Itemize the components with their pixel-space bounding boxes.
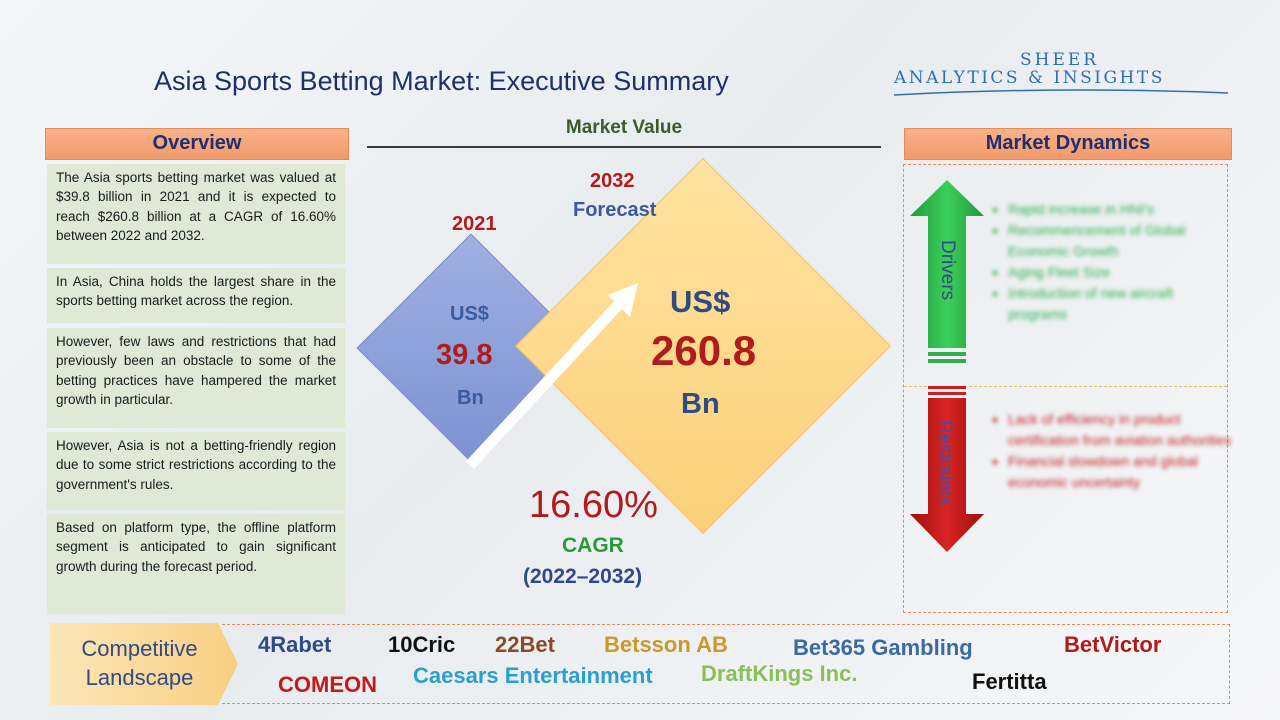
overview-paragraph: However, few laws and restrictions that … — [47, 328, 345, 428]
driver-item: Introduction of new aircraft programs — [1008, 283, 1233, 325]
restraint-item: Lack of efficiency in product certificat… — [1008, 409, 1233, 451]
base-currency: US$ — [450, 303, 489, 325]
restraint-item: Financial slowdown and global economic u… — [1008, 451, 1233, 493]
restraints-down-arrow-icon — [910, 386, 984, 552]
logo-text-bottom: ANALYTICS & INSIGHTS — [894, 68, 1165, 88]
market-dynamics-heading: Market Dynamics — [904, 128, 1232, 160]
driver-item: Aging Fleet Size — [1008, 262, 1233, 283]
company-name: Fertitta — [972, 669, 1047, 694]
cagr-value: 16.60% — [529, 484, 658, 526]
base-year: 2021 — [452, 213, 497, 235]
competitive-label-line2: Landscape — [85, 665, 194, 690]
company-name: 22Bet — [495, 632, 555, 657]
drivers-up-arrow-icon — [910, 180, 984, 363]
company-name: Betsson AB — [604, 632, 728, 657]
drivers-label: Drivers — [937, 240, 958, 301]
market-value-divider — [367, 146, 881, 148]
overview-paragraph: However, Asia is not a betting-friendly … — [47, 432, 345, 510]
overview-paragraph: The Asia sports betting market was value… — [47, 164, 345, 264]
forecast-label: Forecast — [573, 199, 657, 221]
market-value-heading: Market Value — [565, 117, 683, 138]
company-name: Bet365 Gambling — [793, 635, 973, 660]
logo-swoosh — [893, 89, 1229, 96]
forecast-year: 2032 — [590, 170, 635, 192]
company-name: DraftKings Inc. — [701, 661, 858, 686]
cagr-period: (2022–2032) — [523, 565, 643, 588]
growth-arrow-icon — [465, 283, 638, 469]
company-name: BetVictor — [1064, 632, 1162, 657]
competitive-landscape-banner — [50, 623, 238, 705]
competitor-panel — [222, 624, 1230, 704]
forecast-unit: Bn — [681, 388, 720, 420]
competitive-label-line1: Competitive — [81, 636, 198, 661]
company-name: COMEON — [278, 672, 377, 697]
base-unit: Bn — [457, 387, 484, 409]
cagr-label: CAGR — [562, 534, 624, 557]
overview-paragraph: Based on platform type, the offline plat… — [47, 514, 345, 614]
logo-text-top: SHEER — [1020, 50, 1100, 70]
dynamics-divider — [904, 386, 1227, 387]
company-name: Caesars Entertainment — [413, 663, 653, 688]
forecast-currency: US$ — [670, 284, 731, 319]
overview-heading: Overview — [45, 128, 349, 160]
driver-item: Recommencement of Global Economic Growth — [1008, 220, 1233, 262]
overview-paragraph: In Asia, China holds the largest share i… — [47, 268, 345, 323]
competitive-landscape-label: Competitive Landscape — [62, 634, 217, 692]
drivers-list: Rapid increase in HNI's Recommencement o… — [990, 199, 1233, 325]
company-name: 4Rabet — [258, 632, 332, 657]
forecast-value: 260.8 — [651, 327, 757, 374]
base-value: 39.8 — [436, 339, 493, 371]
page-title: Asia Sports Betting Market: Executive Su… — [154, 66, 729, 96]
restraints-list: Lack of efficiency in product certificat… — [990, 409, 1233, 493]
company-name: 10Cric — [388, 632, 456, 657]
driver-item: Rapid increase in HNI's — [1008, 199, 1233, 220]
restraints-label: Restraints — [934, 420, 955, 506]
market-dynamics-panel — [903, 164, 1228, 613]
